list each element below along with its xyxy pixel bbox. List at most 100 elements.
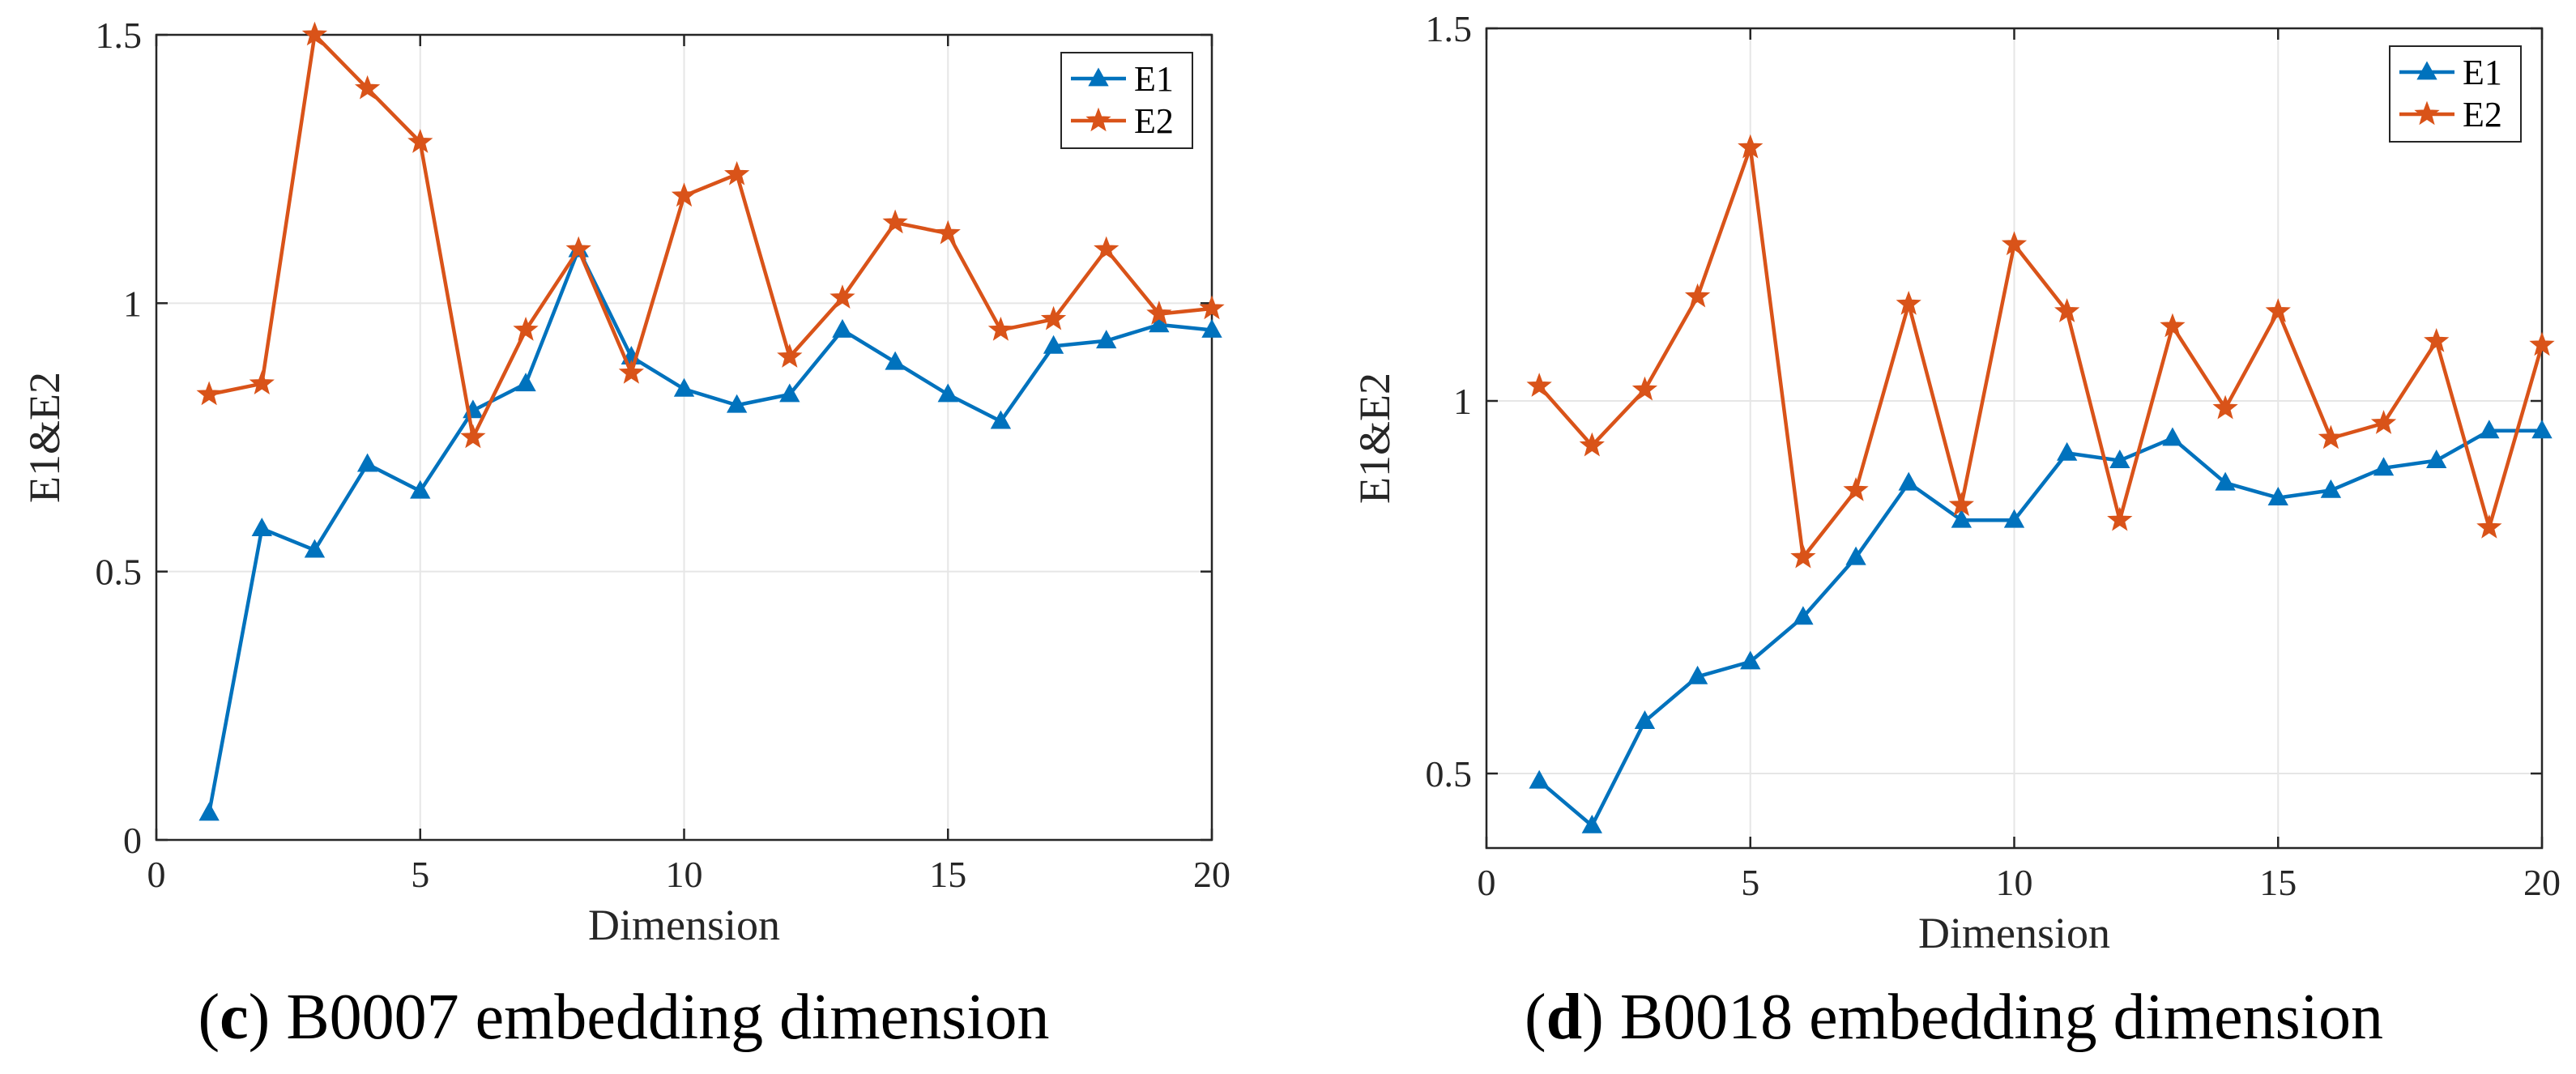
series-e1	[1529, 420, 2553, 833]
y-tick-label: 0.5	[96, 552, 143, 593]
data-point-e2	[1146, 300, 1172, 325]
data-point-e1	[2531, 420, 2553, 439]
data-point-e2	[249, 370, 275, 395]
legend-label-e2: E2	[2463, 95, 2502, 134]
data-point-e1	[1951, 509, 1973, 528]
data-point-e2	[2107, 506, 2133, 531]
data-point-e2	[354, 75, 381, 100]
data-point-e1	[2056, 441, 2078, 461]
legend-box	[1060, 52, 1193, 149]
data-point-e2	[830, 284, 855, 309]
caption-paren-close: )	[249, 982, 271, 1053]
data-point-e2	[618, 360, 644, 384]
x-tick-label: 10	[1996, 862, 2033, 903]
data-point-e2	[724, 160, 750, 185]
data-point-e1	[673, 377, 695, 397]
series-e1	[198, 238, 1222, 821]
caption-paren-open: (	[1525, 982, 1546, 1053]
caption-panel-letter: d	[1546, 982, 1583, 1053]
data-point-e2	[1790, 543, 1816, 569]
data-point-e2	[935, 219, 961, 245]
data-point-e2	[2212, 394, 2238, 420]
data-point-e1	[2215, 471, 2236, 491]
series-line-e2	[1537, 145, 2544, 560]
data-point-e1	[1740, 650, 1761, 670]
data-point-e2	[1040, 305, 1067, 330]
data-point-e1	[2479, 420, 2500, 439]
legend-triangle-marker-icon	[2416, 61, 2437, 80]
legend: E1 E2	[2389, 45, 2522, 143]
data-point-e2	[1843, 476, 1869, 501]
data-point-e2	[987, 317, 1014, 341]
legend-star-marker-icon	[2414, 100, 2440, 126]
caption-title: B0018 embedding dimension	[1604, 982, 2383, 1053]
data-point-e2	[2160, 313, 2186, 338]
data-point-e1	[1529, 769, 1550, 789]
x-tick-label: 15	[929, 854, 966, 895]
y-tick-label: 0.5	[1426, 753, 1473, 795]
data-point-e1	[726, 394, 748, 413]
series-e2	[1526, 134, 2555, 569]
x-tick-label: 20	[2523, 862, 2561, 903]
data-point-e1	[2426, 450, 2447, 468]
x-tick-label: 0	[1478, 862, 1496, 903]
data-point-e1	[356, 453, 378, 472]
data-point-e1	[885, 351, 906, 370]
data-point-e2	[2318, 424, 2344, 450]
data-point-e2	[777, 343, 803, 368]
legend-label-e1: E1	[2463, 53, 2502, 92]
data-point-e1	[1581, 814, 1602, 833]
data-point-e2	[671, 182, 697, 207]
data-point-e2	[2054, 298, 2080, 322]
data-point-e2	[1896, 290, 1921, 315]
axis-ticks: 0 5 10 15 20 0 0.5 1 1.5	[96, 15, 1231, 895]
data-point-e1	[1634, 710, 1656, 729]
data-point-e2	[301, 21, 328, 46]
y-axis-label: E1&E2	[1350, 373, 1399, 504]
data-point-e1	[832, 318, 853, 338]
data-point-e1	[1845, 546, 1866, 565]
data-point-e1	[1043, 335, 1064, 354]
data-point-e2	[2476, 514, 2502, 539]
x-axis-label: Dimension	[1918, 909, 2110, 957]
legend-label-e2: E2	[1134, 101, 1174, 141]
caption-panel-letter: c	[220, 982, 249, 1053]
data-point-e1	[198, 802, 220, 821]
data-point-e2	[1094, 236, 1120, 261]
x-tick-label: 5	[1741, 862, 1759, 903]
series-line-e1	[207, 247, 1213, 814]
series-line-e2	[208, 32, 1213, 440]
x-tick-label: 0	[147, 854, 166, 895]
y-tick-label: 1	[1453, 381, 1472, 422]
data-point-e2	[1684, 283, 1711, 308]
data-point-e2	[196, 381, 222, 406]
figure-caption: (c) B0007 embedding dimension	[198, 982, 1050, 1053]
x-axis-label: Dimension	[588, 901, 780, 949]
data-point-e1	[1898, 471, 1919, 491]
y-tick-label: 1.5	[96, 15, 143, 56]
data-point-e1	[515, 373, 536, 392]
data-point-e1	[1149, 313, 1170, 333]
x-tick-label: 15	[2259, 862, 2297, 903]
data-point-e2	[2265, 298, 2291, 322]
caption-paren-open: (	[198, 982, 220, 1053]
x-tick-label: 20	[1193, 854, 1230, 895]
caption-title: B0007 embedding dimension	[270, 982, 1049, 1053]
legend-marker-shape	[1085, 107, 1111, 132]
caption-paren-close: )	[1582, 982, 1604, 1053]
data-point-e2	[882, 209, 908, 234]
data-point-e1	[2320, 479, 2342, 498]
data-point-e1	[410, 479, 431, 499]
data-point-e1	[1687, 665, 1708, 684]
data-point-e1	[1793, 606, 1814, 625]
x-tick-label: 5	[411, 854, 429, 895]
data-point-e1	[1201, 318, 1222, 338]
data-point-e2	[1738, 134, 1764, 159]
data-point-e1	[1096, 330, 1117, 349]
y-axis-label: E1&E2	[20, 372, 69, 503]
grid-lines	[156, 34, 1213, 841]
legend: E1 E2	[1060, 52, 1193, 149]
data-point-e1	[937, 383, 958, 403]
data-point-e1	[2109, 450, 2130, 468]
